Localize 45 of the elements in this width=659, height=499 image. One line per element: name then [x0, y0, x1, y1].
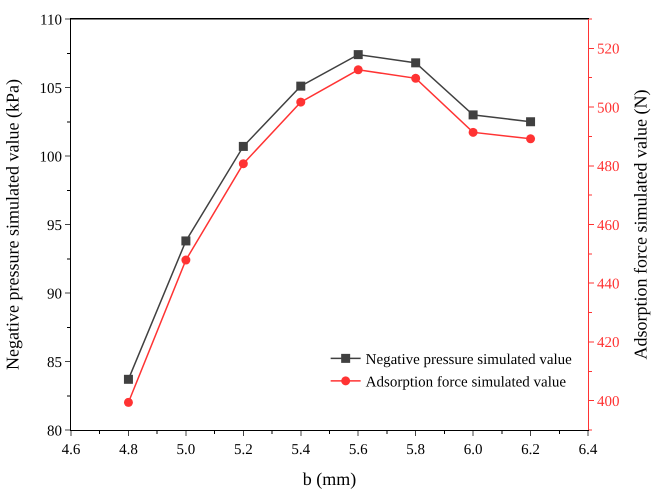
y-tick-label: 110: [40, 12, 62, 28]
y2-tick-label: 420: [597, 335, 620, 352]
y-tick-label: 80: [47, 423, 62, 440]
y-axis-title: Negative pressure simulated value (kPa): [2, 79, 23, 370]
point: [468, 128, 478, 137]
y2-tick-label: 500: [597, 100, 620, 116]
x-tick-label: 4.6: [62, 442, 81, 458]
point: [181, 256, 190, 265]
x-tick-label: 6.0: [464, 442, 482, 458]
x-tick-label: 6.4: [578, 442, 598, 458]
point: [124, 374, 133, 384]
point: [238, 142, 248, 151]
x-tick-label: 4.8: [119, 442, 138, 458]
x-tick-label: 6.2: [521, 442, 540, 458]
y2-tick-label: 460: [597, 218, 620, 234]
point: [124, 398, 133, 407]
y-tick-label: 90: [47, 286, 62, 302]
y2-axis-title: Adsorption force simulated value (N): [630, 90, 651, 360]
y-tick-label: 95: [47, 218, 62, 234]
legend-label: Negative pressure simulated value: [366, 352, 572, 368]
y-tick-label: 85: [47, 354, 62, 371]
y2-tick-label: 440: [597, 276, 620, 292]
point: [296, 82, 306, 91]
point: [411, 58, 420, 68]
point: [411, 74, 420, 83]
y2-tick-label: 480: [597, 159, 620, 176]
point: [181, 236, 190, 246]
y-tick-label: 100: [40, 149, 62, 166]
x-tick-label: 5.8: [406, 442, 426, 458]
point: [354, 65, 363, 74]
point: [526, 117, 536, 126]
point: [238, 159, 248, 168]
x-tick-label: 5.6: [348, 442, 368, 458]
point: [296, 98, 306, 107]
x-axis-title: b (mm): [302, 469, 356, 490]
x-tick-label: 5.0: [176, 442, 196, 458]
point: [468, 110, 478, 120]
y2-tick-label: 400: [597, 394, 620, 410]
point: [526, 134, 536, 144]
x-tick-label: 5.2: [234, 442, 253, 458]
point: [354, 50, 363, 60]
y-tick-label: 105: [40, 80, 62, 97]
y2-tick-label: 520: [597, 42, 620, 58]
x-tick-label: 5.4: [291, 442, 311, 458]
legend-label: Adsorption force simulated value: [366, 374, 566, 391]
